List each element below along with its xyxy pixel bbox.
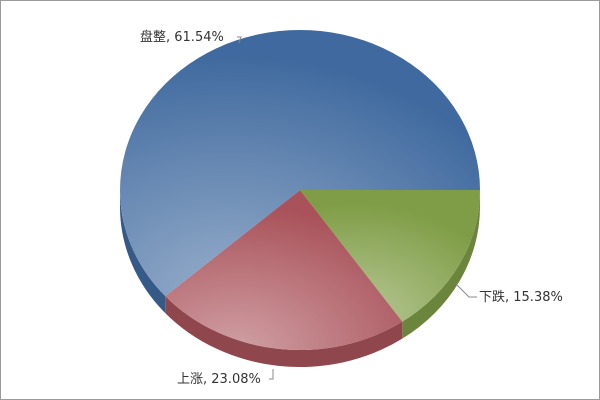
pie-slice-盘整[interactable]	[120, 30, 481, 297]
slice-side-0	[402, 190, 480, 339]
pie-slice-下跌[interactable]	[300, 190, 480, 322]
label-leader-line	[237, 36, 242, 44]
label-leader-line	[269, 369, 274, 380]
label-leader-line	[455, 283, 477, 298]
slice-label: 上涨, 23.08%	[177, 372, 261, 387]
slice-label: 盘整, 61.54%	[140, 29, 224, 45]
slice-side-2	[120, 190, 166, 314]
slice-side-1	[165, 296, 403, 367]
pie-slice-上涨[interactable]	[165, 190, 403, 351]
slice-label: 下跌, 15.38%	[479, 289, 563, 305]
